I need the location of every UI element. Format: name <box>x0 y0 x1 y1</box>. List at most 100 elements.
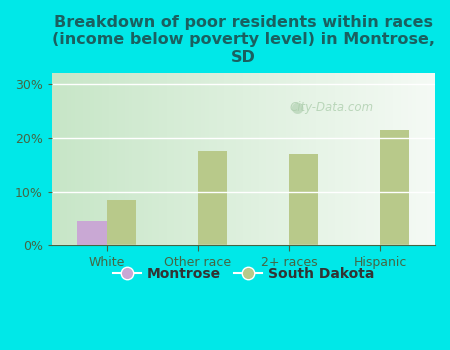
Bar <box>259 73 263 245</box>
Bar <box>309 73 312 245</box>
Bar <box>263 73 266 245</box>
Bar <box>220 73 224 245</box>
Bar <box>216 73 220 245</box>
Bar <box>355 73 358 245</box>
Bar <box>312 73 316 245</box>
Bar <box>423 73 428 245</box>
Bar <box>255 73 259 245</box>
Bar <box>167 73 171 245</box>
Bar <box>171 73 175 245</box>
Bar <box>328 73 332 245</box>
Bar <box>129 73 132 245</box>
Bar <box>405 73 408 245</box>
Text: ●: ● <box>290 100 304 115</box>
Bar <box>381 73 385 245</box>
Legend: Montrose, South Dakota: Montrose, South Dakota <box>108 262 379 287</box>
Bar <box>178 73 182 245</box>
Bar <box>380 130 410 245</box>
Bar <box>107 199 136 245</box>
Bar <box>63 73 67 245</box>
Bar <box>301 73 305 245</box>
Bar <box>194 73 198 245</box>
Bar <box>163 73 167 245</box>
Bar <box>362 73 366 245</box>
Bar <box>198 73 201 245</box>
Bar <box>236 73 239 245</box>
Bar <box>77 221 107 245</box>
Bar <box>228 73 232 245</box>
Bar <box>320 73 324 245</box>
Bar <box>144 73 148 245</box>
Bar <box>400 73 405 245</box>
Bar <box>324 73 328 245</box>
Bar <box>98 73 102 245</box>
Bar <box>412 73 416 245</box>
Bar <box>213 73 216 245</box>
Bar <box>106 73 109 245</box>
Bar <box>140 73 144 245</box>
Bar <box>358 73 362 245</box>
Bar <box>374 73 378 245</box>
Bar <box>82 73 86 245</box>
Bar <box>232 73 236 245</box>
Bar <box>416 73 420 245</box>
Bar <box>251 73 255 245</box>
Bar <box>339 73 343 245</box>
Bar <box>205 73 209 245</box>
Bar <box>305 73 309 245</box>
Bar <box>351 73 355 245</box>
Bar <box>289 154 318 245</box>
Bar <box>52 73 56 245</box>
Bar <box>420 73 423 245</box>
Bar <box>378 73 381 245</box>
Bar <box>209 73 213 245</box>
Bar <box>266 73 270 245</box>
Bar <box>186 73 190 245</box>
Bar <box>190 73 194 245</box>
Bar <box>102 73 106 245</box>
Bar <box>243 73 248 245</box>
Bar <box>343 73 347 245</box>
Bar <box>71 73 75 245</box>
Bar <box>201 73 205 245</box>
Bar <box>282 73 286 245</box>
Bar <box>370 73 374 245</box>
Bar <box>90 73 94 245</box>
Bar <box>175 73 178 245</box>
Bar <box>152 73 155 245</box>
Bar <box>431 73 435 245</box>
Bar <box>385 73 389 245</box>
Bar <box>159 73 163 245</box>
Bar <box>289 73 293 245</box>
Bar <box>366 73 370 245</box>
Bar <box>428 73 431 245</box>
Bar <box>86 73 90 245</box>
Bar <box>286 73 289 245</box>
Bar <box>335 73 339 245</box>
Bar <box>182 73 186 245</box>
Bar <box>75 73 79 245</box>
Bar <box>278 73 282 245</box>
Bar <box>117 73 121 245</box>
Bar <box>393 73 397 245</box>
Bar <box>347 73 351 245</box>
Bar <box>297 73 301 245</box>
Bar <box>332 73 335 245</box>
Bar <box>132 73 136 245</box>
Bar <box>121 73 125 245</box>
Bar <box>239 73 243 245</box>
Bar <box>67 73 71 245</box>
Bar <box>397 73 400 245</box>
Bar <box>56 73 59 245</box>
Title: Breakdown of poor residents within races
(income below poverty level) in Montros: Breakdown of poor residents within races… <box>52 15 435 65</box>
Bar <box>94 73 98 245</box>
Bar <box>248 73 251 245</box>
Bar <box>408 73 412 245</box>
Bar <box>79 73 82 245</box>
Bar <box>155 73 159 245</box>
Bar <box>224 73 228 245</box>
Bar <box>389 73 393 245</box>
Bar <box>136 73 140 245</box>
Bar <box>293 73 297 245</box>
Text: City-Data.com: City-Data.com <box>289 101 374 114</box>
